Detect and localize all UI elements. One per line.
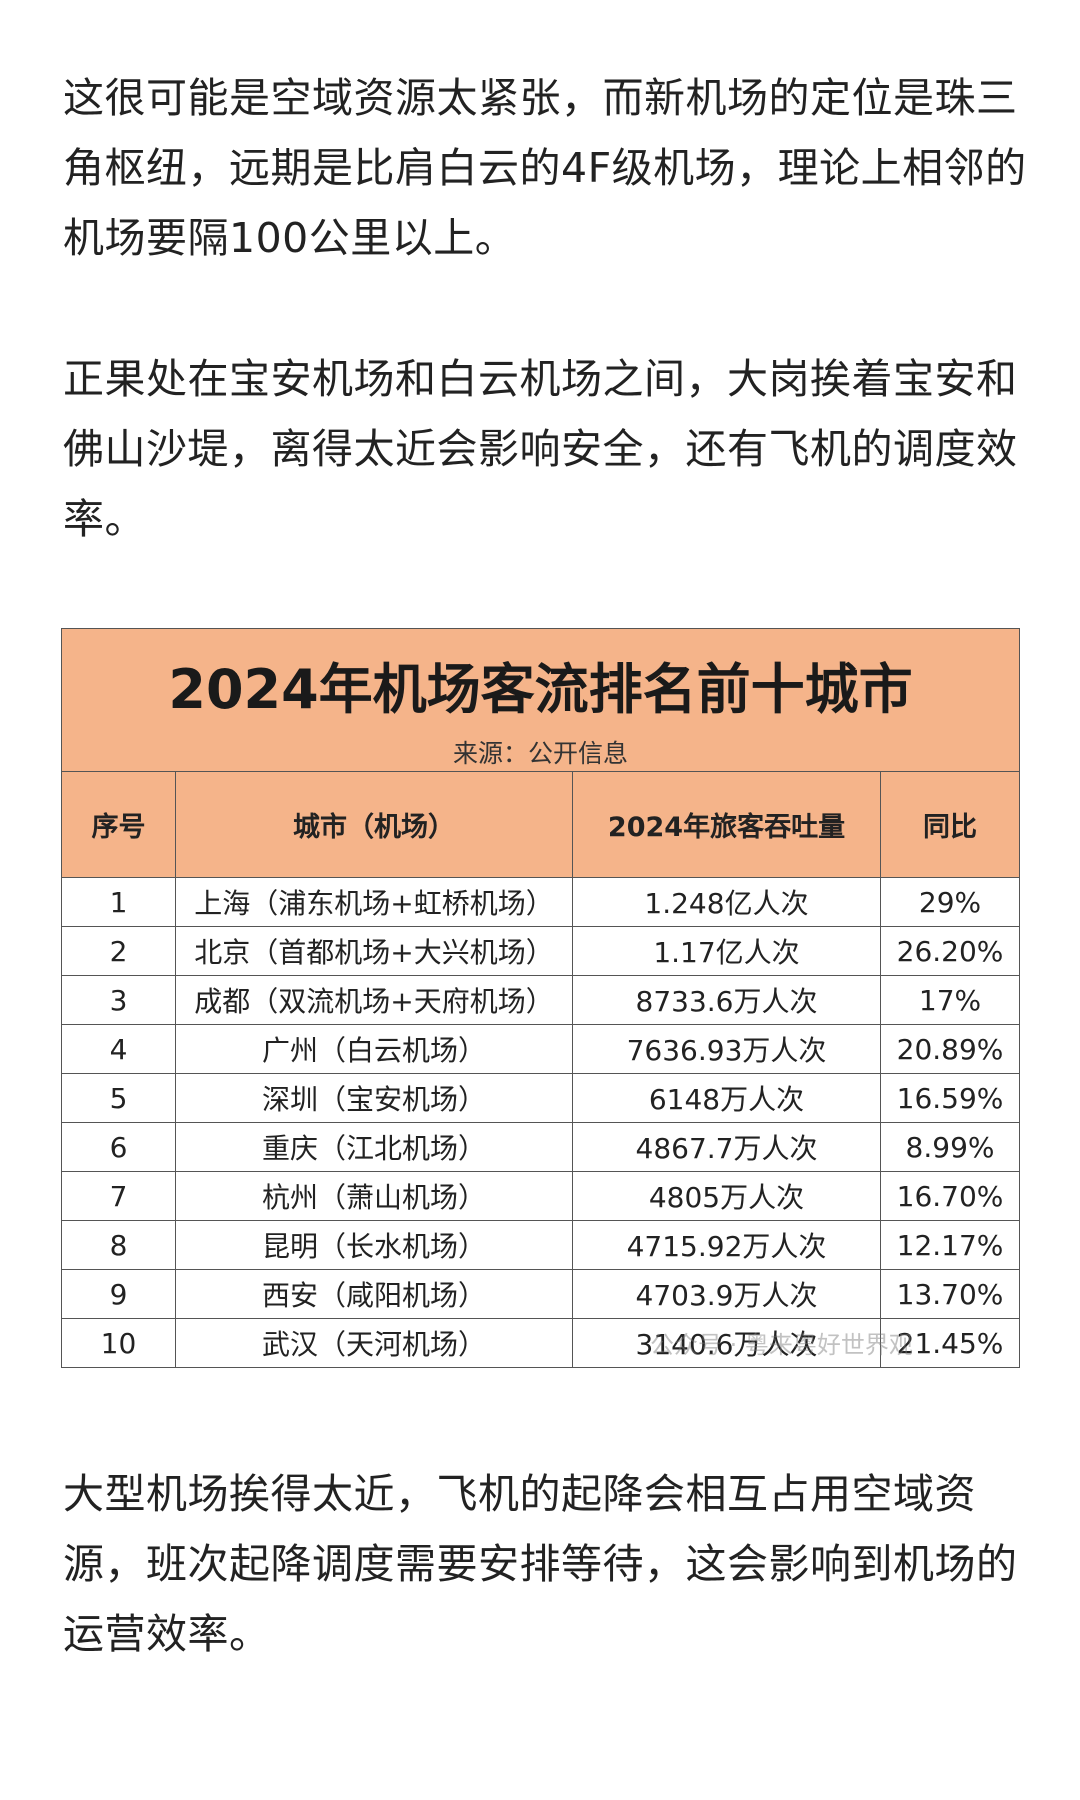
table-source: 来源：公开信息 [453, 738, 629, 768]
table-cell: 4715.92万人次 [572, 1220, 881, 1270]
table-cell: 深圳（宝安机场） [175, 1073, 573, 1123]
table-cell: 武汉（天河机场） [175, 1318, 573, 1368]
table-cell: 4867.7万人次 [572, 1122, 881, 1172]
table-cell: 6 [61, 1122, 176, 1172]
table-cell: 8 [61, 1220, 176, 1270]
table-row: 10 武汉（天河机场） 3140.6万人次 21.45% [61, 1318, 1021, 1368]
table-title-cell: 2024年机场客流排名前十城市 来源：公开信息 [60, 628, 1021, 772]
table-row: 3 成都（双流机场+天府机场） 8733.6万人次 17% [61, 975, 1021, 1025]
table-cell: 8.99% [879, 1122, 1021, 1172]
paragraph: 这很可能是空域资源太紧张，而新机场的定位是珠三角枢纽，远期是比肩白云的4F级机场… [63, 74, 1027, 262]
table-cell: 1 [61, 877, 176, 927]
table-cell: 1.17亿人次 [572, 926, 881, 976]
table-cell: 12.17% [879, 1220, 1021, 1270]
table-row: 6 重庆（江北机场） 4867.7万人次 8.99% [61, 1122, 1021, 1172]
table-cell: 杭州（萧山机场） [175, 1171, 573, 1221]
table-row: 5 深圳（宝安机场） 6148万人次 16.59% [61, 1073, 1021, 1123]
table-cell: 6148万人次 [572, 1073, 881, 1123]
table-cell: 北京（首都机场+大兴机场） [175, 926, 573, 976]
table-cell: 10 [61, 1318, 176, 1368]
table-cell: 西安（咸阳机场） [175, 1269, 573, 1319]
header-cell: 2024年旅客吞吐量 [572, 771, 881, 878]
table-cell: 2 [61, 926, 176, 976]
table-row: 4 广州（白云机场） 7636.93万人次 20.89% [61, 1024, 1021, 1074]
table-cell: 29% [879, 877, 1021, 927]
table-row: 2 北京（首都机场+大兴机场） 1.17亿人次 26.20% [61, 926, 1021, 976]
table-cell: 3 [61, 975, 176, 1025]
table-cell: 20.89% [879, 1024, 1021, 1074]
table-row: 8 昆明（长水机场） 4715.92万人次 12.17% [61, 1220, 1021, 1270]
table-cell: 4 [61, 1024, 176, 1074]
header-cell: 同比 [879, 771, 1021, 878]
table-cell: 4805万人次 [572, 1171, 881, 1221]
paragraph: 大型机场挨得太近，飞机的起降会相互占用空域资源，班次起降调度需要安排等待，这会影… [63, 1470, 1018, 1658]
table-row: 1 上海（浦东机场+虹桥机场） 1.248亿人次 29% [61, 877, 1021, 927]
table-cell: 21.45% [879, 1318, 1021, 1368]
table-cell: 重庆（江北机场） [175, 1122, 573, 1172]
table-cell: 上海（浦东机场+虹桥机场） [175, 877, 573, 927]
table-cell: 7636.93万人次 [572, 1024, 881, 1074]
table-cell: 3140.6万人次 [572, 1318, 881, 1368]
header-cell: 城市（机场） [175, 771, 573, 878]
table-cell: 7 [61, 1171, 176, 1221]
watermark: 公众号 · 粤来粤好世界观 [650, 1331, 913, 1359]
table-cell: 5 [61, 1073, 176, 1123]
table-cell: 成都（双流机场+天府机场） [175, 975, 573, 1025]
table-cell: 昆明（长水机场） [175, 1220, 573, 1270]
table-cell: 17% [879, 975, 1021, 1025]
table-title: 2024年机场客流排名前十城市 [168, 657, 913, 721]
paragraph: 正果处在宝安机场和白云机场之间，大岗挨着宝安和佛山沙堤，离得太近会影响安全，还有… [63, 355, 1018, 543]
table-cell: 9 [61, 1269, 176, 1319]
header-row: 序号 城市（机场） 2024年旅客吞吐量 同比 [61, 771, 1021, 878]
table-cell: 1.248亿人次 [572, 877, 881, 927]
table-row: 9 西安（咸阳机场） 4703.9万人次 13.70% [61, 1269, 1021, 1319]
table-cell: 26.20% [879, 926, 1021, 976]
table-cell: 13.70% [879, 1269, 1021, 1319]
airport-table: 2024年机场客流排名前十城市 来源：公开信息 序号 城市（机场） 2024年旅客吞… [60, 628, 1021, 1368]
table-row: 7 杭州（萧山机场） 4805万人次 16.70% [61, 1171, 1021, 1221]
table-cell: 4703.9万人次 [572, 1269, 881, 1319]
table-cell: 16.59% [879, 1073, 1021, 1123]
table-cell: 16.70% [879, 1171, 1021, 1221]
header-cell: 序号 [61, 771, 176, 878]
table-cell: 广州（白云机场） [175, 1024, 573, 1074]
table-cell: 8733.6万人次 [572, 975, 881, 1025]
